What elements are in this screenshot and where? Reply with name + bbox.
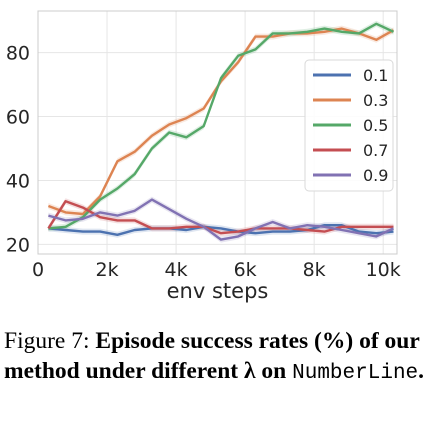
series-line-0.1 (48, 223, 394, 237)
x-tick-label: 2k (95, 259, 118, 281)
legend-label: 0.5 (363, 116, 388, 135)
caption-env-name: NumberLine (292, 362, 419, 385)
y-tick-labels: 20 40 60 80 (6, 43, 30, 257)
legend-label: 0.1 (363, 66, 388, 85)
x-tick-label: 0 (32, 259, 44, 281)
x-tick-label: 4k (165, 259, 188, 281)
x-tick-label: 10k (366, 259, 401, 281)
series-band-0.9 (48, 196, 394, 243)
y-tick-label: 60 (6, 107, 30, 129)
legend: 0.1 0.3 0.5 0.7 0.9 (304, 59, 394, 192)
legend-label: 0.9 (363, 166, 388, 185)
caption-period: . (418, 358, 425, 384)
series-line-0.5 (48, 22, 395, 230)
y-tick-label: 20 (6, 234, 30, 256)
caption-bold-text: Episode success rates (%) of our method … (4, 328, 420, 384)
series-lines (47, 22, 395, 241)
plot-area (37, 10, 398, 255)
figure-caption: Figure 7: Episode success rates (%) of o… (4, 326, 432, 389)
x-tick-label: 6k (234, 259, 257, 281)
caption-prefix: Figure 7: (4, 328, 96, 354)
x-tick-labels: 0 2k 4k 6k 8k 10k (32, 259, 401, 281)
confidence-bands (48, 20, 394, 243)
y-tick-label: 40 (6, 170, 30, 192)
series-line-0.9 (48, 198, 395, 241)
legend-label: 0.7 (363, 141, 388, 160)
y-tick-label: 80 (6, 43, 30, 65)
series-band-0.1 (48, 222, 394, 238)
x-tick-label: 8k (303, 259, 326, 281)
legend-label: 0.3 (363, 91, 388, 110)
x-axis-label: env steps (167, 279, 269, 303)
